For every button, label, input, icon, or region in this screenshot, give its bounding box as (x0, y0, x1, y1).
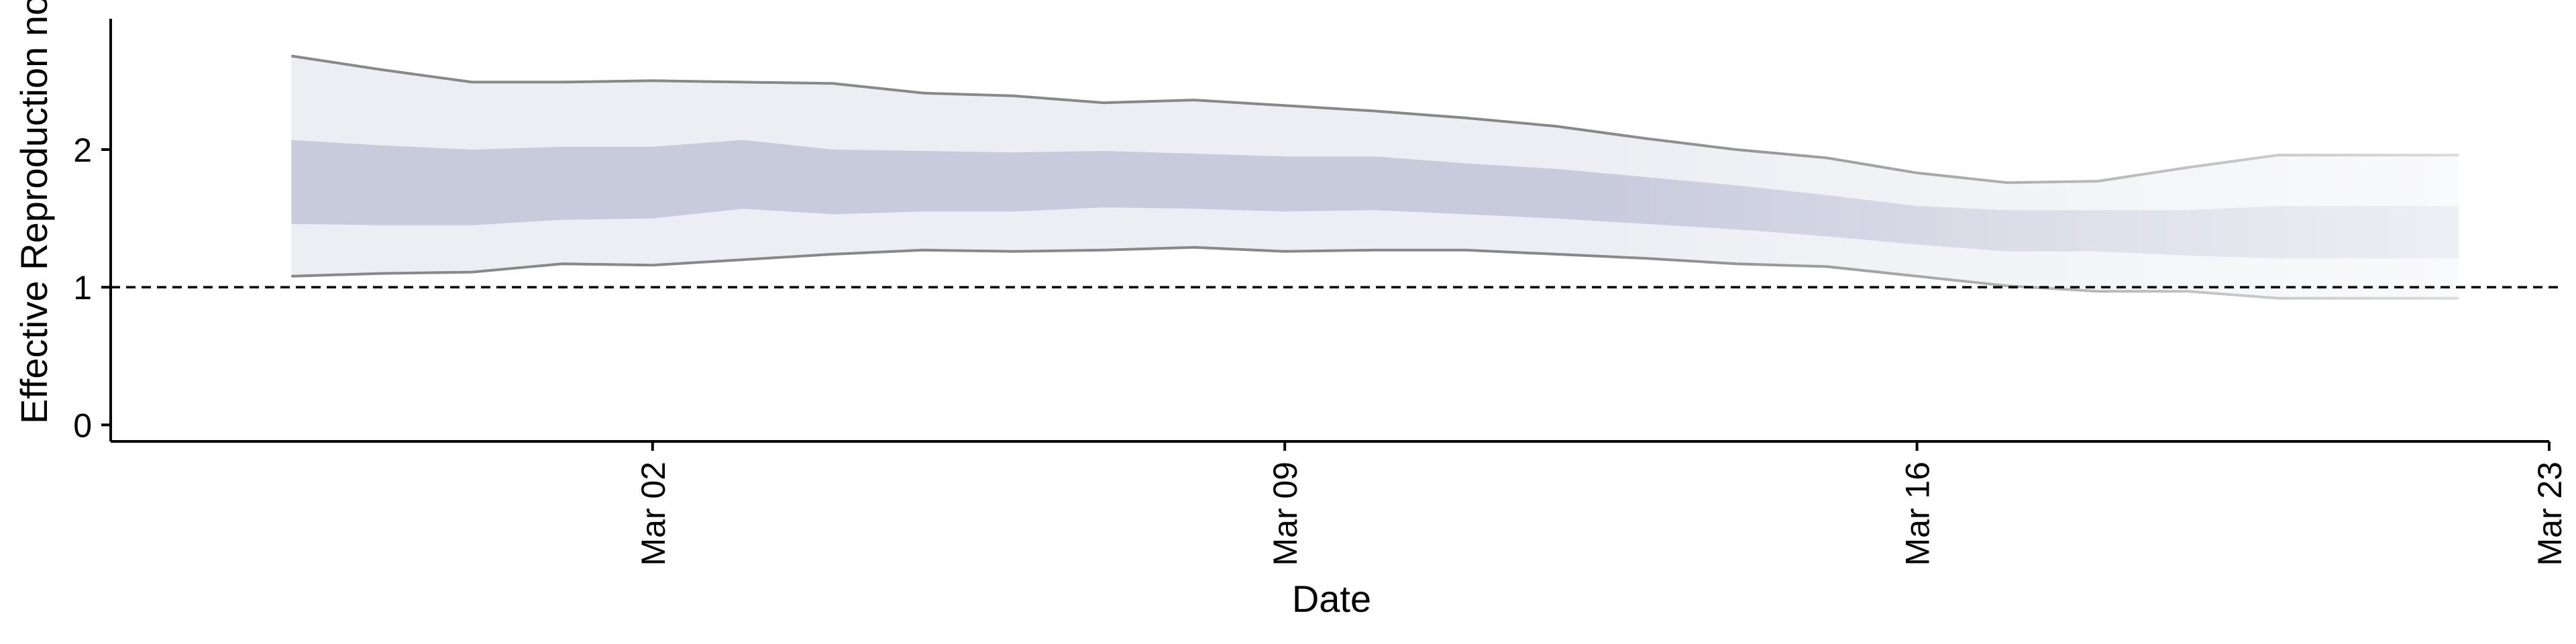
y-axis-label: Effective Reproduction no (13, 0, 55, 424)
x-tick-label: Mar 02 (635, 462, 672, 566)
x-tick-label: Mar 23 (2531, 462, 2569, 566)
x-tick-label: Mar 09 (1267, 462, 1304, 566)
y-axis: 0 1 2 (73, 19, 112, 444)
x-axis: Mar 02 Mar 09 Mar 16 Mar 23 (111, 440, 2569, 566)
lower-bound-line (291, 246, 2459, 300)
y-tick-label: 2 (73, 131, 92, 169)
inner-credible-band (291, 140, 2459, 259)
credible-bands (290, 54, 2459, 300)
upper-bound-line (290, 54, 2459, 184)
y-tick-label: 0 (73, 407, 92, 444)
x-tick-label: Mar 16 (1899, 462, 1937, 566)
y-tick-label: 1 (73, 269, 92, 307)
x-axis-label: Date (1292, 578, 1371, 620)
